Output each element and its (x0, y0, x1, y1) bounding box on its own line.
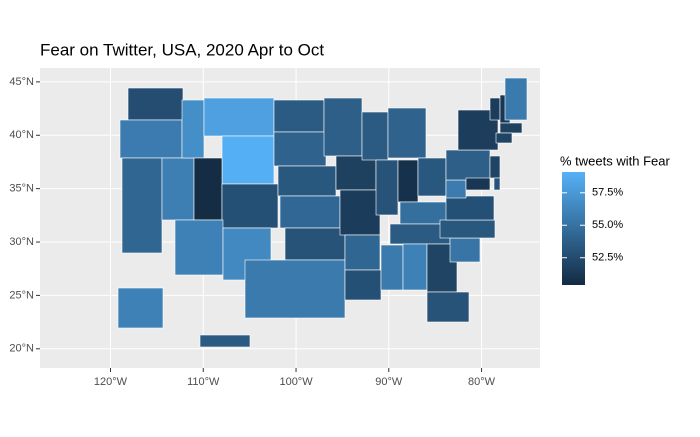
region (335, 155, 377, 191)
region (361, 111, 389, 161)
region (273, 99, 325, 133)
region (397, 159, 419, 203)
region (439, 219, 496, 239)
region (489, 97, 501, 121)
legend-label: 57.5% (592, 187, 623, 199)
region (117, 287, 164, 329)
x-tick-label: 100°W (279, 376, 313, 388)
x-tick-label: 120°W (94, 376, 128, 388)
region (445, 195, 495, 221)
legend-label: 55.0% (592, 219, 623, 231)
y-tick-label: 30°N (9, 236, 34, 248)
region (221, 135, 275, 185)
y-tick-label: 40°N (9, 129, 34, 141)
region (277, 165, 337, 197)
x-tick-label: 90°W (375, 376, 403, 388)
region (489, 155, 501, 179)
region (119, 119, 183, 159)
chart-title: Fear on Twitter, USA, 2020 Apr to Oct (40, 40, 324, 59)
region (284, 227, 346, 261)
region (495, 132, 513, 144)
legend-label: 52.5% (592, 252, 623, 264)
region (273, 131, 327, 167)
region (121, 157, 163, 254)
region (493, 177, 501, 191)
region (127, 87, 184, 121)
region (387, 107, 427, 159)
region (445, 149, 491, 181)
region (174, 219, 224, 276)
x-tick-label: 110°W (187, 376, 220, 388)
y-tick-label: 25°N (9, 289, 34, 301)
region (426, 291, 470, 323)
x-tick-label: 80°W (468, 376, 496, 388)
region (221, 183, 279, 229)
region (402, 243, 428, 291)
region (203, 97, 275, 137)
region (199, 334, 251, 348)
y-tick-label: 35°N (9, 183, 34, 195)
y-tick-label: 45°N (9, 76, 34, 88)
region (339, 189, 381, 236)
region (279, 195, 341, 229)
region (344, 234, 381, 271)
colorbar (562, 172, 585, 285)
region (193, 157, 223, 221)
region (244, 259, 346, 319)
region (181, 99, 205, 159)
region (504, 77, 528, 121)
y-tick-label: 20°N (9, 343, 34, 355)
region (375, 159, 399, 216)
region (323, 97, 363, 157)
region (445, 179, 467, 199)
region (344, 269, 382, 301)
region (465, 177, 491, 191)
region (417, 157, 447, 197)
region (380, 244, 404, 291)
legend-title: % tweets with Fear (560, 153, 670, 168)
region (449, 237, 481, 263)
region (161, 157, 195, 221)
region (499, 122, 523, 134)
